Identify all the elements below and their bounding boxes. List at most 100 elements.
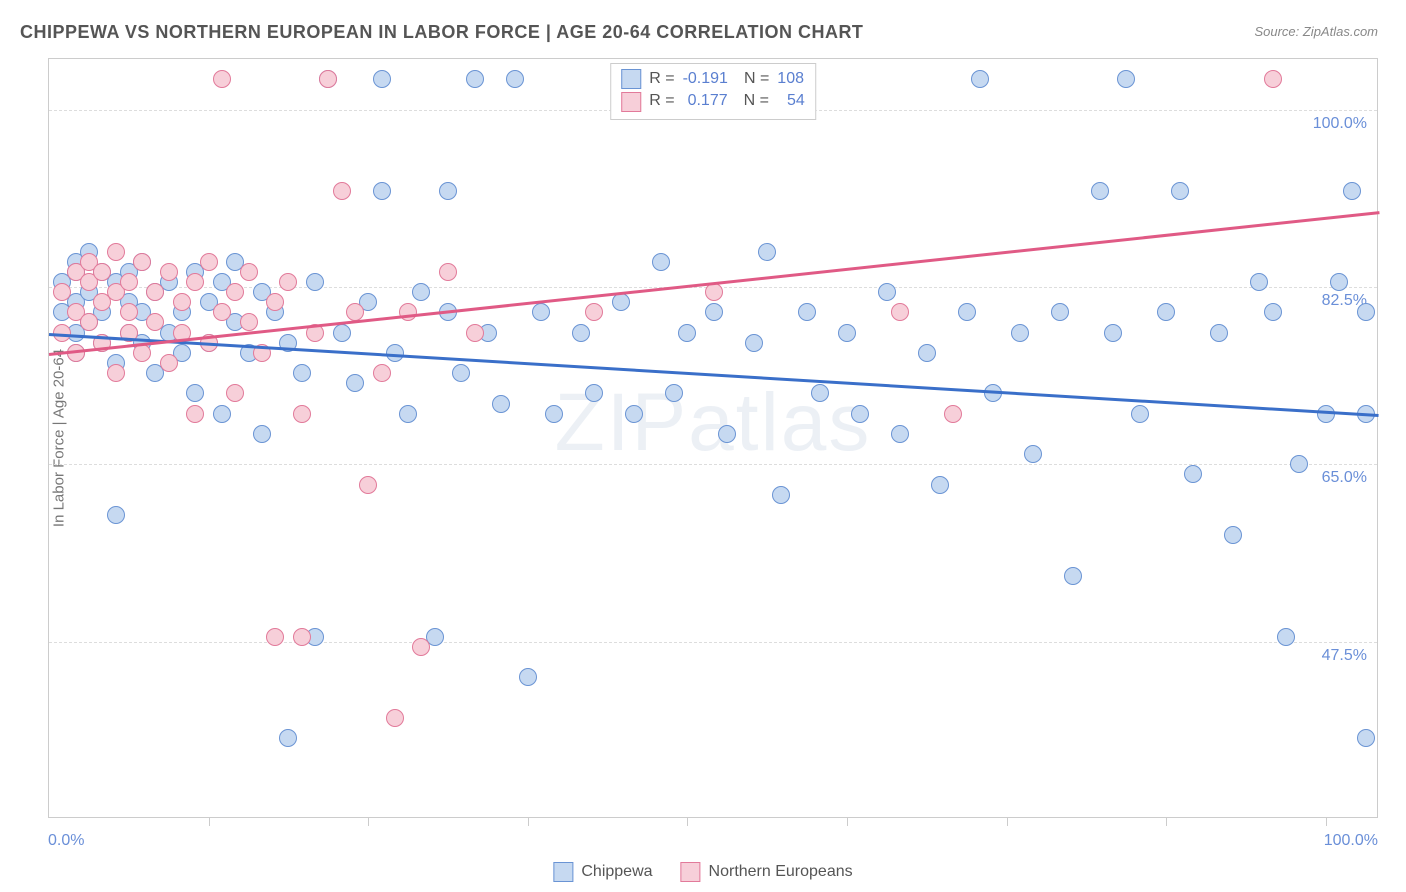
y-tick-label: 65.0%: [1322, 469, 1367, 487]
data-point: [146, 313, 164, 331]
stat-n-value-northern: 54: [787, 90, 805, 112]
chart-frame: In Labor Force | Age 20-64 ZIPatlas 100.…: [48, 58, 1378, 818]
stats-row-chippewa: R = -0.191 N = 108: [621, 68, 805, 90]
data-point: [1117, 70, 1135, 88]
data-point: [240, 263, 258, 281]
stat-r-value-northern: 0.177: [688, 90, 728, 112]
source-attribution: Source: ZipAtlas.com: [1254, 24, 1378, 39]
gridline: [49, 464, 1377, 465]
x-tick-mark: [847, 818, 848, 826]
data-point: [918, 344, 936, 362]
x-tick-mark: [1007, 818, 1008, 826]
data-point: [293, 405, 311, 423]
data-point: [1330, 273, 1348, 291]
stat-r-label: R =: [649, 90, 674, 112]
data-point: [971, 70, 989, 88]
x-axis-max-label: 100.0%: [1324, 832, 1378, 850]
data-point: [811, 384, 829, 402]
data-point: [213, 303, 231, 321]
data-point: [133, 253, 151, 271]
data-point: [944, 405, 962, 423]
data-point: [200, 253, 218, 271]
data-point: [838, 324, 856, 342]
x-tick-mark: [528, 818, 529, 826]
data-point: [373, 364, 391, 382]
data-point: [718, 425, 736, 443]
data-point: [333, 182, 351, 200]
data-point: [1210, 324, 1228, 342]
legend-label-northern: Northern Europeans: [709, 863, 853, 881]
data-point: [1011, 324, 1029, 342]
gridline: [49, 642, 1377, 643]
data-point: [279, 273, 297, 291]
data-point: [186, 384, 204, 402]
data-point: [545, 405, 563, 423]
data-point: [293, 628, 311, 646]
data-point: [266, 628, 284, 646]
data-point: [319, 70, 337, 88]
data-point: [705, 283, 723, 301]
data-point: [665, 384, 683, 402]
x-tick-mark: [1326, 818, 1327, 826]
data-point: [412, 283, 430, 301]
data-point: [306, 273, 324, 291]
data-point: [93, 263, 111, 281]
y-tick-label: 100.0%: [1313, 115, 1367, 133]
data-point: [80, 313, 98, 331]
plot-area: 100.0%82.5%65.0%47.5%: [49, 59, 1377, 817]
data-point: [1064, 567, 1082, 585]
data-point: [213, 70, 231, 88]
data-point: [652, 253, 670, 271]
data-point: [399, 303, 417, 321]
data-point: [1157, 303, 1175, 321]
data-point: [53, 283, 71, 301]
data-point: [226, 283, 244, 301]
x-tick-mark: [368, 818, 369, 826]
data-point: [519, 668, 537, 686]
data-point: [1250, 273, 1268, 291]
data-point: [120, 303, 138, 321]
x-axis-min-label: 0.0%: [48, 832, 84, 850]
data-point: [1277, 628, 1295, 646]
data-point: [386, 709, 404, 727]
data-point: [173, 293, 191, 311]
data-point: [373, 70, 391, 88]
data-point: [439, 182, 457, 200]
data-point: [1171, 182, 1189, 200]
data-point: [1290, 455, 1308, 473]
data-point: [878, 283, 896, 301]
bottom-legend: Chippewa Northern Europeans: [553, 862, 852, 882]
data-point: [1051, 303, 1069, 321]
trend-line: [49, 211, 1379, 356]
chart-title: CHIPPEWA VS NORTHERN EUROPEAN IN LABOR F…: [20, 22, 863, 43]
data-point: [107, 243, 125, 261]
stat-r-label: R =: [649, 68, 674, 90]
x-tick-mark: [209, 818, 210, 826]
data-point: [758, 243, 776, 261]
data-point: [412, 638, 430, 656]
stat-r-value-chippewa: -0.191: [683, 68, 728, 90]
data-point: [532, 303, 550, 321]
data-point: [1264, 303, 1282, 321]
stats-legend-box: R = -0.191 N = 108 R = 0.177 N = 54: [610, 63, 816, 120]
stats-row-northern: R = 0.177 N = 54: [621, 90, 805, 112]
stat-n-label: N =: [744, 90, 769, 112]
data-point: [891, 425, 909, 443]
data-point: [213, 405, 231, 423]
data-point: [293, 364, 311, 382]
data-point: [678, 324, 696, 342]
x-tick-mark: [1166, 818, 1167, 826]
data-point: [772, 486, 790, 504]
data-point: [399, 405, 417, 423]
legend-item-chippewa: Chippewa: [553, 862, 652, 882]
data-point: [186, 405, 204, 423]
data-point: [466, 70, 484, 88]
data-point: [1104, 324, 1122, 342]
data-point: [585, 384, 603, 402]
data-point: [1357, 729, 1375, 747]
data-point: [798, 303, 816, 321]
data-point: [851, 405, 869, 423]
data-point: [492, 395, 510, 413]
data-point: [612, 293, 630, 311]
data-point: [1343, 182, 1361, 200]
